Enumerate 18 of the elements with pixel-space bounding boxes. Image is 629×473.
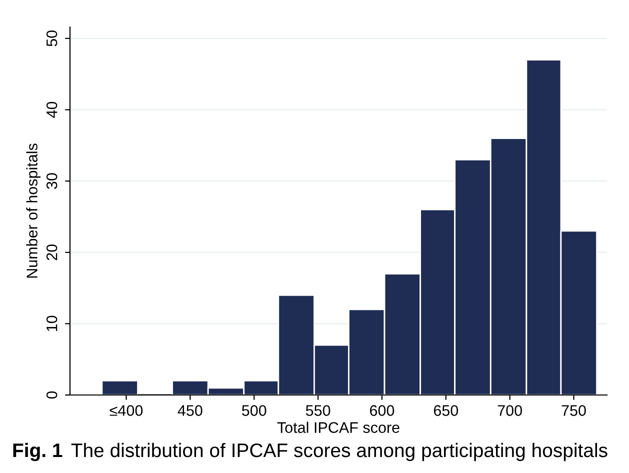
- y-tick-label: 40: [46, 102, 58, 118]
- y-tick-label: 10: [46, 316, 58, 332]
- y-tick-label: 30: [46, 173, 58, 189]
- x-tick-label: 550: [306, 405, 330, 416]
- x-tick-label: 700: [498, 405, 522, 416]
- x-tick-label: 450: [178, 405, 202, 416]
- x-tick-label: 750: [562, 405, 586, 416]
- text: The distribution of IPCAF scores among participating hospitals: [71, 442, 608, 462]
- y-tick-label: 20: [46, 244, 58, 260]
- caption: Fig. 1: [13, 442, 62, 462]
- x-tick-label: ≤400: [110, 405, 143, 416]
- x-tick-label: 600: [370, 405, 394, 416]
- x-tick-label: 650: [434, 405, 458, 416]
- x-axis-title: Total IPCAF score: [277, 422, 400, 433]
- x-tick-label: 500: [242, 405, 266, 416]
- y-axis-title: Number of hospitals: [26, 144, 40, 278]
- y-tick-label: 0: [46, 391, 58, 399]
- y-tick-label: 50: [46, 30, 58, 46]
